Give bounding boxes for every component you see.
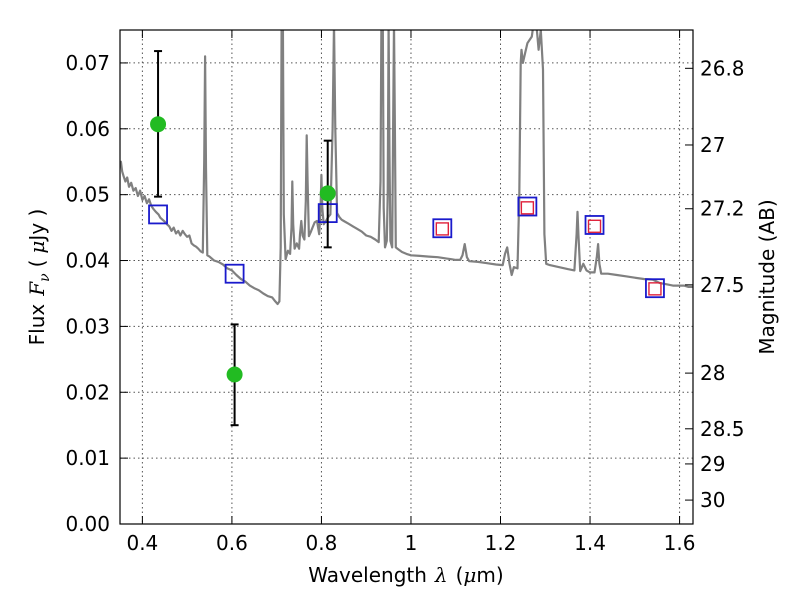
x-tick-label: 1.2: [485, 531, 517, 555]
x-tick-label: 0.8: [306, 531, 338, 555]
x-tick-label: 1: [405, 531, 418, 555]
ticks: 0.4 0.6 0.8 1 1.2 1.4 1.6 0.00 0.01 0.02 0.03 0.04 0…: [65, 30, 745, 555]
model-red-square: [520, 201, 535, 215]
y-tick-label: 0.06: [65, 117, 110, 141]
mag-tick-label: 30: [700, 488, 725, 512]
y-tick-label: 0.03: [65, 314, 110, 338]
model-blue-square: [224, 263, 245, 284]
model-blue-square: [645, 278, 665, 299]
y-tick-label: 0.04: [65, 249, 110, 273]
observed-point: [226, 366, 243, 383]
y-tick-label: 0.01: [65, 446, 110, 470]
x-tick-label: 0.6: [216, 531, 248, 555]
plot-area: [120, 30, 693, 306]
mag-tick-label: 26.8: [700, 56, 745, 80]
mag-tick-label: 29: [700, 452, 725, 476]
model-blue-square: [517, 196, 538, 217]
plot-frame: [119, 29, 694, 525]
model-blue-square: [432, 218, 453, 239]
x-tick-label: 1.4: [574, 531, 606, 555]
mag-tick-label: 27.2: [700, 197, 745, 221]
y2-axis-title: Magnitude (AB): [755, 199, 779, 354]
mag-tick-label: 27: [700, 133, 725, 157]
observed-point: [150, 116, 167, 133]
mag-tick-label: 27.5: [700, 273, 745, 297]
y-tick-label: 0.02: [65, 380, 110, 404]
model-red-square: [648, 282, 662, 296]
mag-tick-label: 28: [700, 361, 725, 385]
model-spectrum-line: [120, 30, 693, 306]
x-tick-label: 1.6: [664, 531, 696, 555]
grid: [120, 30, 693, 524]
mag-tick-label: 28.5: [700, 417, 745, 441]
model-blue-square: [148, 204, 168, 225]
y-tick-label: 0.07: [65, 51, 110, 75]
observed-point: [319, 185, 336, 202]
model-blue-square: [584, 215, 605, 235]
y-tick-label: 0.00: [65, 512, 110, 536]
y-axis-title: FluxFν(μJy ): [25, 209, 53, 346]
x-tick-label: 0.4: [126, 531, 158, 555]
y-tick-label: 0.05: [65, 183, 110, 207]
markers: [148, 50, 665, 427]
model-red-square: [435, 222, 450, 236]
model-red-square: [587, 219, 602, 233]
x-axis-title: Wavelength λ (μm): [308, 563, 503, 587]
